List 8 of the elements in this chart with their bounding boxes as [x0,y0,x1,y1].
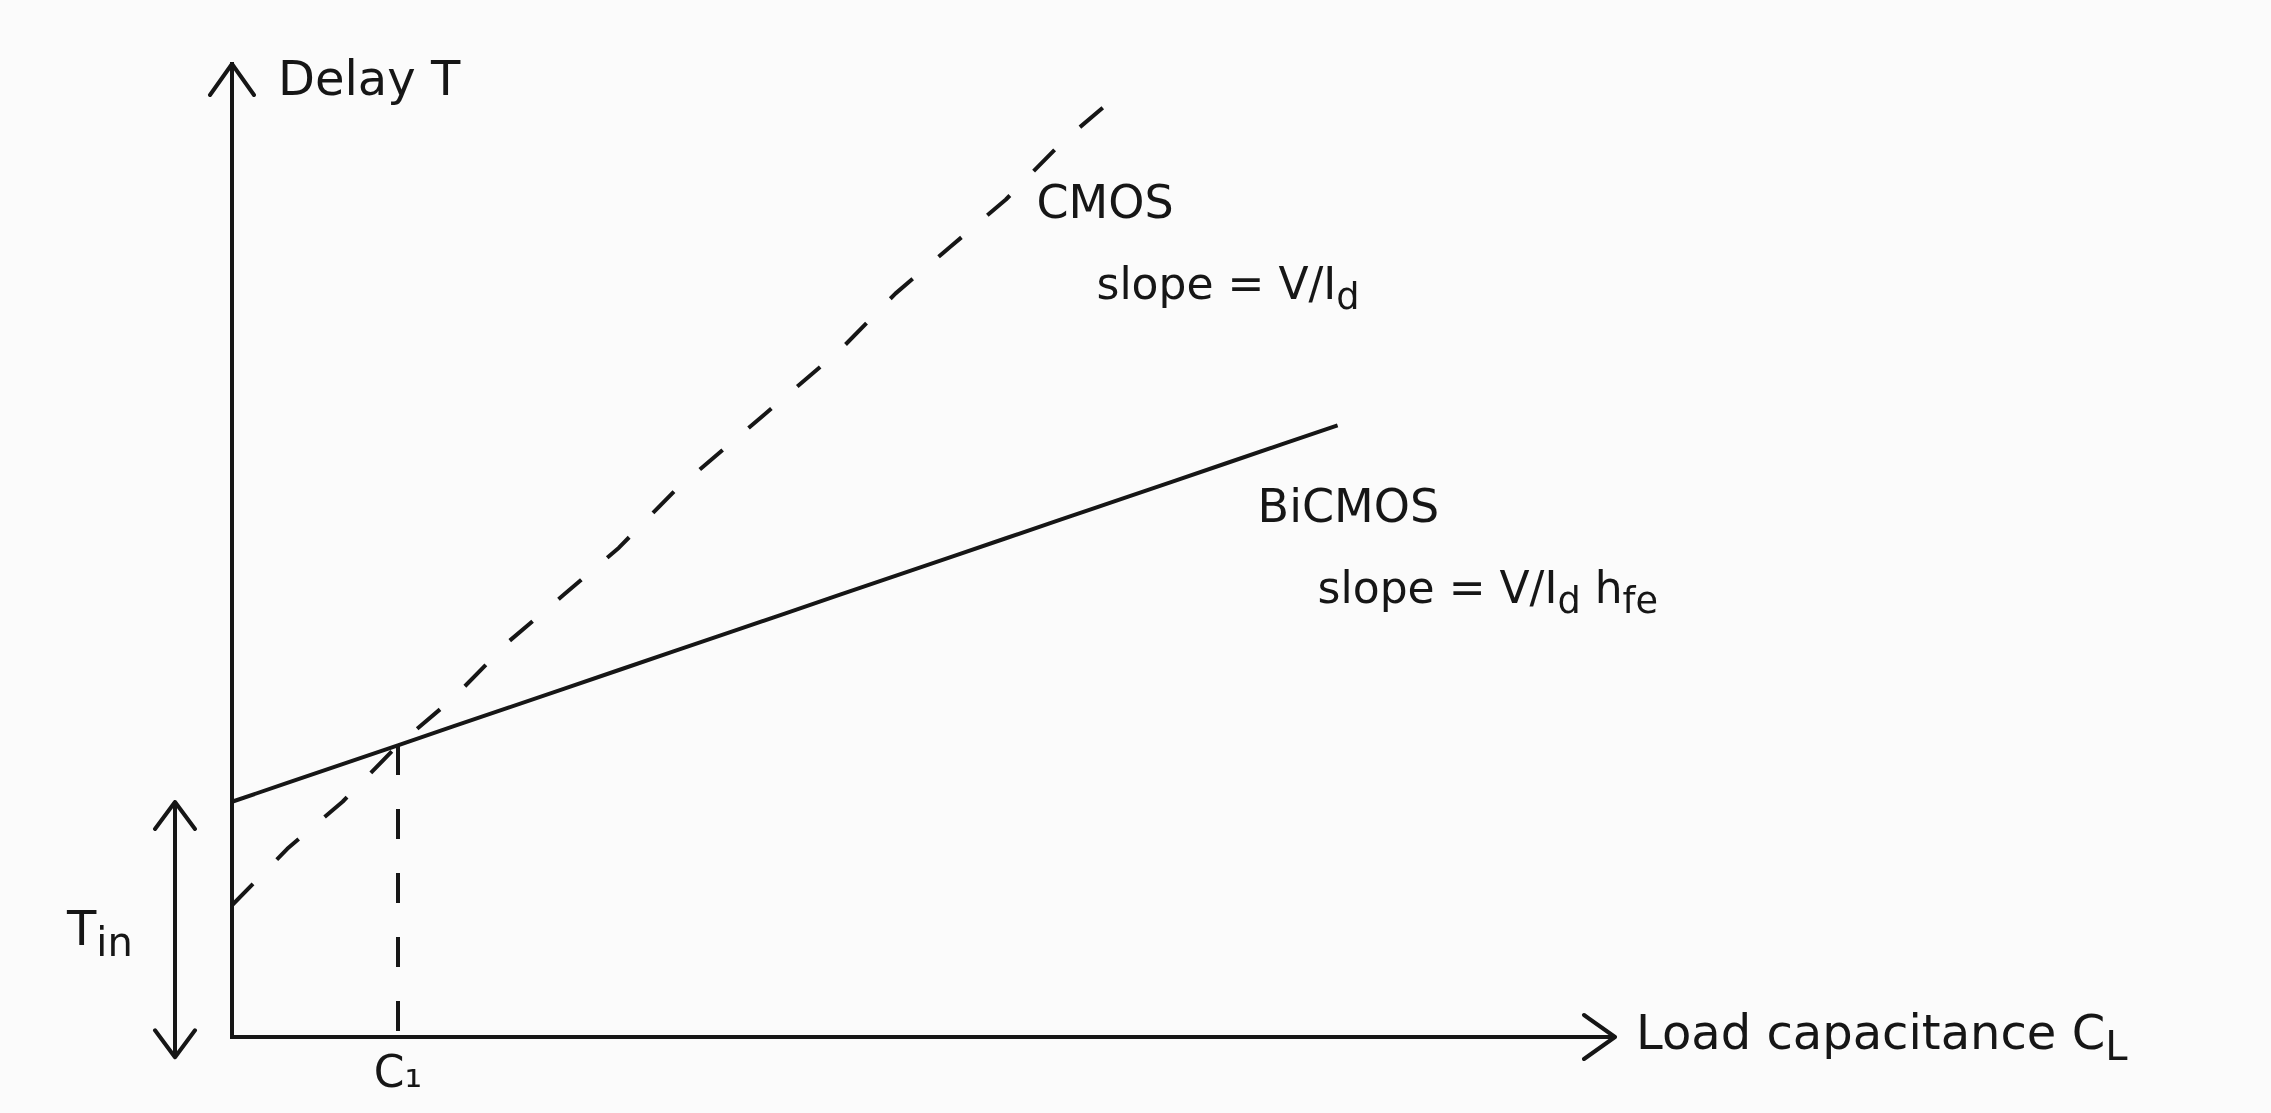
annotation: slope = V/I$_{d}$ [1096,258,1360,319]
y-axis-title: Delay T [278,49,461,106]
series-label: BiCMOS [1257,479,1440,534]
text: C₁ [373,1046,423,1098]
text: T$_{in}$ [67,900,133,965]
annotation: slope = V/I$_{d}$ h$_{fe}$ [1317,562,1659,623]
x-axis-title: Load capacitance C$_{L}$ [1636,1004,2128,1069]
series-label: CMOS [1036,175,1174,230]
